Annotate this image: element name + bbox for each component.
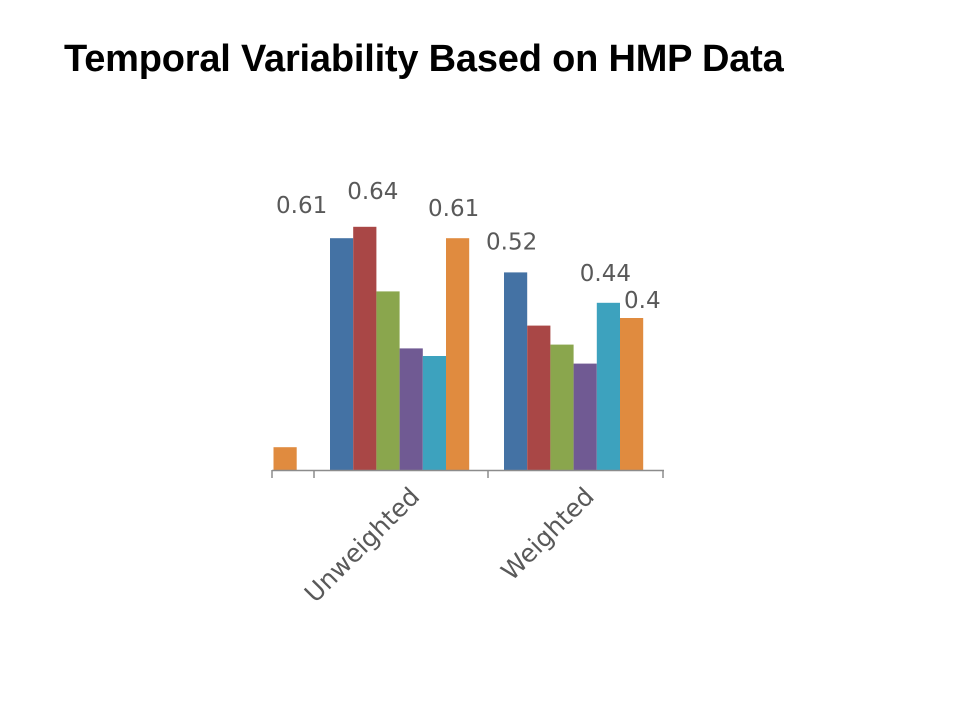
bar-series-1-unweighted: [330, 238, 354, 470]
bar-series-6-first: [273, 447, 297, 470]
bar-series-3-unweighted: [376, 291, 400, 470]
x-tick-label-weighted: Weighted: [496, 482, 600, 586]
slide-title: Temporal Variability Based on HMP Data: [64, 38, 784, 80]
data-label: 0.61: [276, 193, 327, 219]
data-label: 0.4: [624, 288, 661, 314]
bar-series-2-unweighted: [353, 226, 377, 470]
bar-series-2-weighted: [527, 325, 551, 470]
data-label: 0.61: [428, 196, 479, 222]
data-label: 0.52: [486, 229, 537, 255]
bar-series-3-weighted: [550, 344, 574, 470]
bar-series-6-unweighted: [446, 238, 470, 470]
x-tick-label-unweighted: Unweighted: [299, 482, 425, 608]
bars-layer: [273, 226, 644, 470]
data-label: 0.64: [347, 179, 398, 205]
bar-series-4-unweighted: [399, 348, 423, 470]
bar-series-5-weighted: [596, 302, 620, 470]
bar-series-6-weighted: [620, 318, 644, 470]
data-labels-layer: 0.61 0.64 0.61 0.52 0.440.4: [276, 179, 661, 314]
axis-layer: Unweighted Weighted: [271, 469, 664, 608]
bar-series-5-unweighted: [422, 356, 446, 470]
bar-series-1-weighted: [504, 272, 528, 470]
bar-series-4-weighted: [573, 363, 597, 470]
data-label: 0.44: [580, 261, 631, 287]
